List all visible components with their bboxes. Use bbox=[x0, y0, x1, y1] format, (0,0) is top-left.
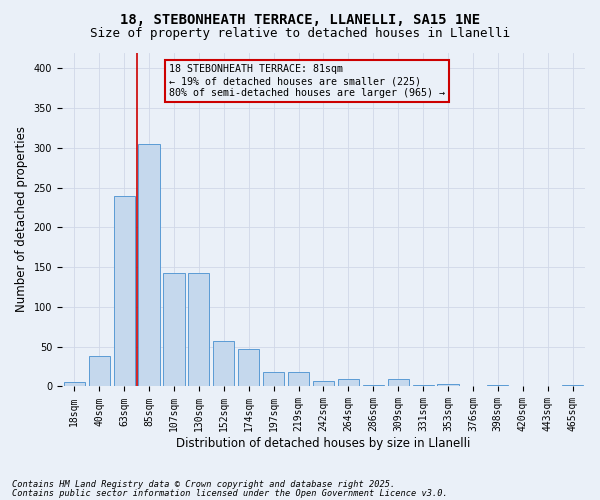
Bar bbox=[362, 385, 384, 386]
Text: 18 STEBONHEATH TERRACE: 81sqm
← 19% of detached houses are smaller (225)
80% of : 18 STEBONHEATH TERRACE: 81sqm ← 19% of d… bbox=[169, 64, 445, 98]
Bar bbox=[437, 384, 458, 386]
Bar bbox=[388, 378, 409, 386]
Bar bbox=[288, 372, 309, 386]
Bar bbox=[163, 273, 185, 386]
Bar bbox=[213, 341, 235, 386]
Bar bbox=[238, 349, 259, 387]
X-axis label: Distribution of detached houses by size in Llanelli: Distribution of detached houses by size … bbox=[176, 437, 470, 450]
Bar bbox=[562, 385, 583, 386]
Text: Size of property relative to detached houses in Llanelli: Size of property relative to detached ho… bbox=[90, 28, 510, 40]
Text: 18, STEBONHEATH TERRACE, LLANELLI, SA15 1NE: 18, STEBONHEATH TERRACE, LLANELLI, SA15 … bbox=[120, 12, 480, 26]
Bar bbox=[338, 378, 359, 386]
Text: Contains public sector information licensed under the Open Government Licence v3: Contains public sector information licen… bbox=[12, 490, 448, 498]
Bar bbox=[113, 196, 135, 386]
Bar bbox=[487, 385, 508, 386]
Bar bbox=[89, 356, 110, 386]
Text: Contains HM Land Registry data © Crown copyright and database right 2025.: Contains HM Land Registry data © Crown c… bbox=[12, 480, 395, 489]
Bar bbox=[313, 381, 334, 386]
Bar bbox=[64, 382, 85, 386]
Bar bbox=[188, 273, 209, 386]
Bar bbox=[263, 372, 284, 386]
Y-axis label: Number of detached properties: Number of detached properties bbox=[15, 126, 28, 312]
Bar bbox=[139, 144, 160, 386]
Bar bbox=[413, 385, 434, 386]
